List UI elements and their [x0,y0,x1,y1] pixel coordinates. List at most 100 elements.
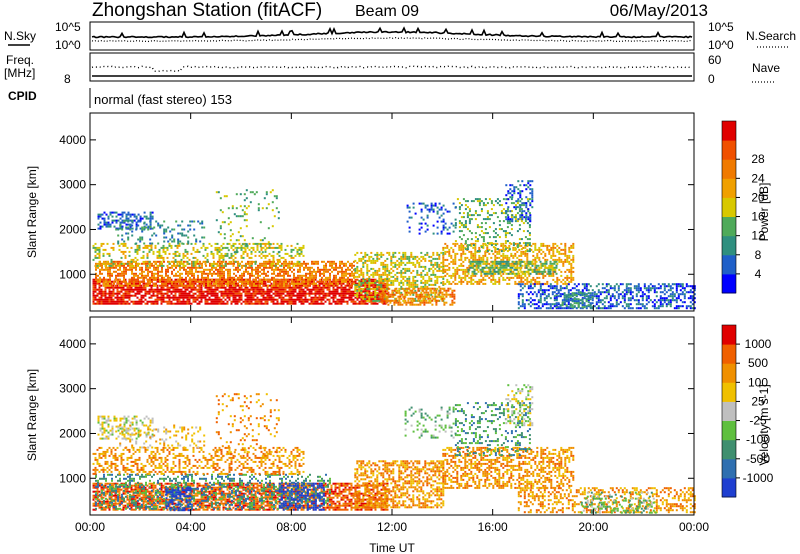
power-cell [372,275,375,278]
power-cell [566,274,569,277]
power-cell [366,298,369,301]
power-cell [422,265,425,268]
power-cell [568,280,571,283]
power-cell [386,289,389,292]
power-cell [276,300,279,303]
power-cell [133,284,135,287]
power-cell [165,282,167,285]
power-cell [560,258,563,261]
power-cell [212,262,215,265]
power-cell [442,266,445,269]
power-cell [162,298,165,301]
power-cell [549,272,552,275]
power-cell [423,295,426,298]
power-cell [238,300,241,303]
power-cell [194,286,197,289]
power-cell [316,286,319,289]
power-cell [311,274,313,277]
power-cell [480,256,483,259]
power-cell [452,272,455,275]
power-cell [250,292,253,295]
power-cell [400,287,403,290]
power-cell [97,223,100,226]
power-cell [412,275,415,278]
power-cell [562,260,565,263]
power-cell [384,271,387,274]
power-cell [549,268,552,271]
power-cell [103,268,105,271]
power-cell [558,256,561,259]
power-cell [186,302,189,305]
power-cell [335,264,337,267]
power-cell [488,268,491,271]
power-cell [108,286,111,289]
power-cell [205,264,207,267]
power-cell [264,264,267,267]
power-cell [238,264,241,267]
power-cell [430,263,433,266]
power-cell [552,258,555,261]
power-cell [199,284,201,287]
power-cell [454,274,457,277]
power-cell [556,244,559,247]
power-cell [451,295,454,298]
power-cell [405,291,408,294]
power-cell [210,286,213,289]
power-cell [186,296,189,299]
power-cell [128,250,131,253]
power-cell [207,284,209,287]
power-cell [136,252,139,255]
power-cell [151,280,153,283]
power-cell [264,296,267,299]
power-cell [258,254,261,257]
power-cell [143,276,145,279]
power-cell [387,299,390,302]
power-cell [189,272,191,275]
power-cell [126,300,129,303]
power-cell [336,300,339,303]
power-cell [290,294,293,297]
power-cell [412,283,415,286]
power-cell [123,274,125,277]
power-cell [381,299,384,302]
power-cell [98,290,101,293]
power-cell [168,302,171,305]
power-cell [186,250,189,253]
power-cell [520,276,523,279]
power-cell [292,290,295,293]
power-cell [139,276,141,279]
power-cell [129,268,131,271]
power-cell [368,283,371,286]
power-cell [259,280,261,283]
power-cell [475,262,478,265]
power-cell [327,268,329,271]
power-cell [344,288,347,291]
power-cell [305,276,307,279]
power-cell [418,261,421,264]
power-cell [290,288,293,291]
power-cell [244,300,247,303]
power-cell [470,242,473,245]
power-cell [325,280,327,283]
power-cell [246,252,249,255]
power-cell [446,244,449,247]
power-cell [118,290,121,293]
power-cell [118,296,121,299]
power-cell [531,264,534,267]
power-cell [155,234,158,237]
power-cell [150,296,153,299]
power-cell [148,300,151,303]
power-cell [504,278,507,281]
power-cell [150,286,153,289]
power-cell [494,254,497,257]
power-cell [112,288,115,291]
power-cell [555,260,558,263]
power-cell [98,254,101,257]
power-cell [110,302,113,305]
power-cell [322,302,325,305]
power-cell [153,264,155,267]
power-cell [492,204,495,207]
power-cell [148,296,151,299]
power-cell [398,271,401,274]
